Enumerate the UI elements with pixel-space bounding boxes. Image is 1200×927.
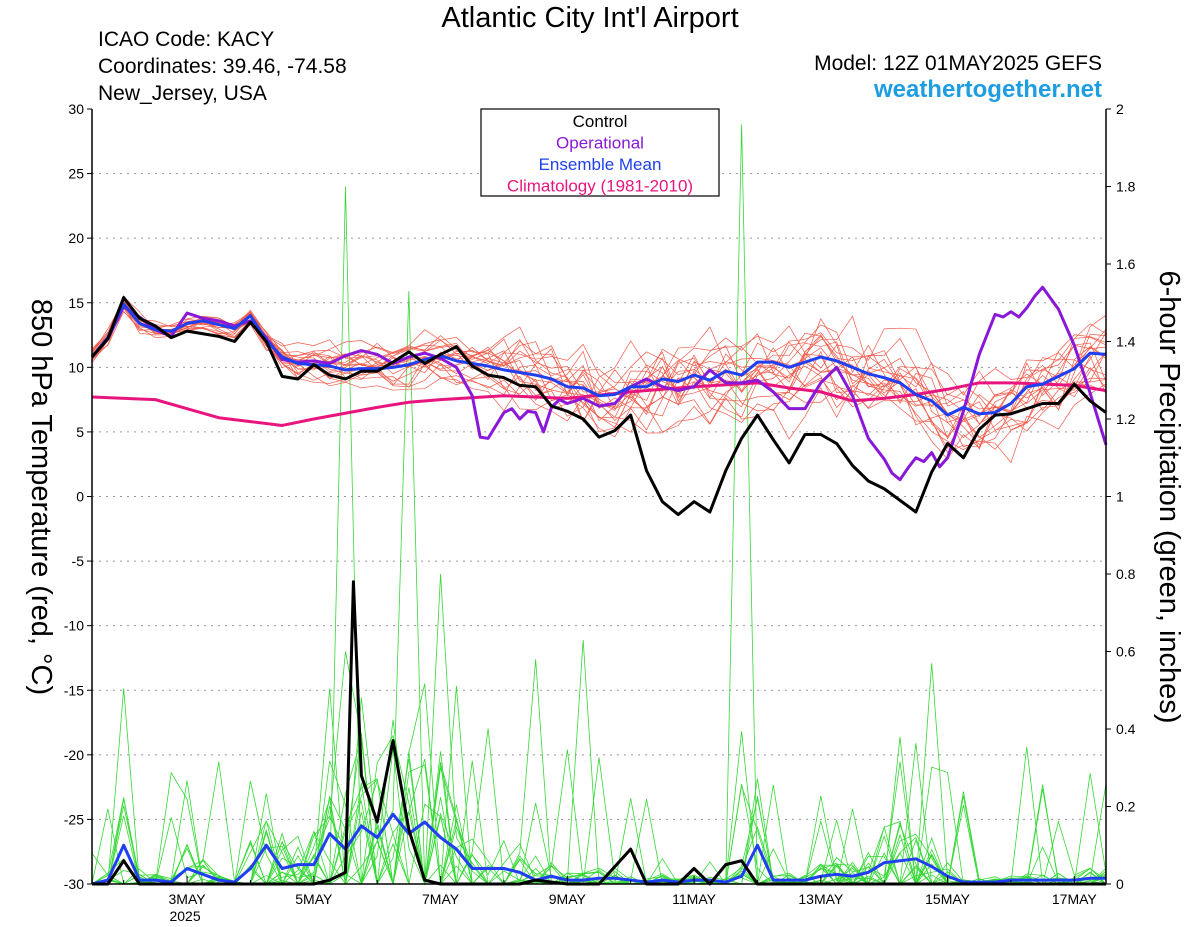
y-tick-label-right: 1.4 bbox=[1116, 334, 1136, 350]
y-tick-label-right: 0 bbox=[1116, 876, 1124, 892]
location-label: New_Jersey, USA bbox=[98, 82, 267, 105]
legend: Control Operational Ensemble Mean Climatolo… bbox=[480, 108, 720, 197]
temperature-member-lines bbox=[91, 294, 1107, 464]
x-tick-sublabel: 2025 bbox=[169, 908, 200, 924]
x-tick-label: 3MAY bbox=[169, 891, 207, 907]
legend-entry: Climatology (1981-2010) bbox=[507, 177, 693, 196]
y-tick-label-left: -20 bbox=[64, 747, 84, 763]
y-tick-label-right: 1 bbox=[1116, 489, 1124, 505]
y-tick-label-right: 0.6 bbox=[1116, 644, 1136, 660]
legend-entry: Control bbox=[573, 112, 628, 131]
y-tick-label-left: 30 bbox=[68, 101, 84, 117]
precip-member-line bbox=[91, 738, 1106, 885]
temperature-member-line bbox=[91, 306, 1107, 454]
x-tick-label: 5MAY bbox=[295, 891, 333, 907]
y-axis-label-left: 850 hPa Temperature (red, °C) bbox=[25, 299, 57, 695]
x-tick-label: 15MAY bbox=[925, 891, 971, 907]
temperature-ensemble-mean-line bbox=[90, 302, 1107, 417]
y-tick-label-right: 0.2 bbox=[1116, 799, 1136, 815]
x-tick-label: 17MAY bbox=[1052, 891, 1098, 907]
y-tick-label-left: -30 bbox=[64, 876, 84, 892]
coordinates-label: Coordinates: 39.46, -74.58 bbox=[98, 55, 347, 78]
y-axis-label-right: 6-hour Precipitation (green, inches) bbox=[1153, 271, 1185, 724]
y-tick-label-left: 15 bbox=[68, 295, 84, 311]
precip-member-line bbox=[92, 743, 1107, 886]
y-tick-label-left: 5 bbox=[76, 424, 84, 440]
y-tick-label-left: -15 bbox=[64, 682, 84, 698]
temperature-member-line bbox=[91, 294, 1107, 401]
y-tick-label-left: -5 bbox=[72, 553, 85, 569]
y-tick-label-right: 1.2 bbox=[1116, 411, 1136, 427]
y-tick-label-left: 20 bbox=[68, 230, 84, 246]
climatology-line bbox=[91, 381, 1107, 427]
y-tick-label-left: -25 bbox=[64, 811, 84, 827]
y-tick-label-left: 25 bbox=[68, 166, 84, 182]
model-run-label: Model: 12Z 01MAY2025 GEFS bbox=[814, 52, 1102, 75]
y-tick-label-left: -10 bbox=[64, 618, 84, 634]
precip-member-line bbox=[92, 688, 1106, 885]
y-tick-label-right: 1.6 bbox=[1116, 256, 1136, 272]
y-tick-label-right: 0.8 bbox=[1116, 566, 1136, 582]
axes: -30-25-20-15-10-505101520253000.20.40.60… bbox=[64, 101, 1136, 924]
legend-box bbox=[480, 108, 720, 197]
x-tick-label: 9MAY bbox=[549, 891, 587, 907]
page-title: Atlantic City Int'l Airport bbox=[441, 2, 739, 34]
x-tick-label: 11MAY bbox=[672, 891, 716, 907]
y-tick-label-right: 2 bbox=[1116, 101, 1124, 117]
x-tick-label: 7MAY bbox=[422, 891, 460, 907]
series-lines bbox=[90, 285, 1108, 886]
precip-member-line bbox=[92, 186, 1107, 885]
precip-member-line bbox=[91, 732, 1107, 885]
precip-member-line bbox=[91, 728, 1107, 886]
precip-control-line bbox=[92, 580, 1106, 886]
precip-member-line bbox=[91, 291, 1107, 886]
grid-lines bbox=[92, 173, 1106, 820]
precip-member-line bbox=[91, 573, 1107, 885]
precip-member-line bbox=[92, 688, 1107, 886]
y-tick-label-left: 0 bbox=[76, 489, 84, 505]
x-tick-label: 13MAY bbox=[798, 891, 844, 907]
y-tick-label-right: 1.8 bbox=[1116, 179, 1136, 195]
temperature-control-line bbox=[90, 296, 1107, 517]
y-tick-label-right: 0.4 bbox=[1116, 721, 1136, 737]
icao-code-label: ICAO Code: KACY bbox=[98, 28, 275, 51]
site-link[interactable]: weathertogether.net bbox=[873, 76, 1102, 103]
legend-entry: Ensemble Mean bbox=[539, 155, 662, 174]
y-tick-label-left: 10 bbox=[68, 359, 84, 375]
legend-entry: Operational bbox=[556, 134, 644, 153]
precip-ensemble-mean-line bbox=[91, 812, 1106, 886]
